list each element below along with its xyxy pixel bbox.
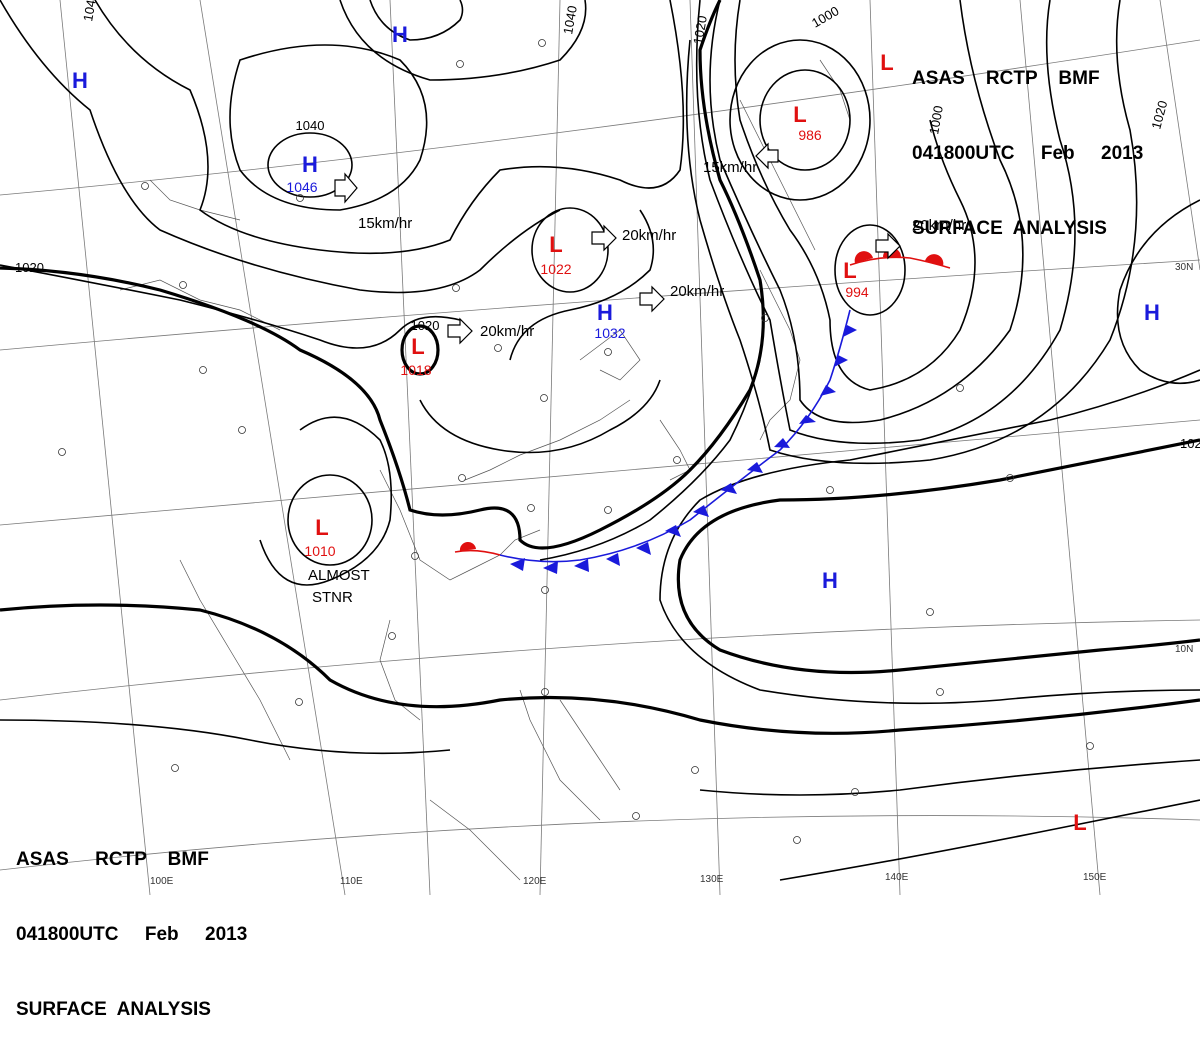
- almost-label: ALMOST: [308, 567, 370, 584]
- motion-label: 20km/hr: [670, 283, 724, 300]
- motion-arrows: [335, 144, 900, 343]
- motion-arrow-5: [756, 144, 778, 168]
- lat-label: 30N: [1175, 262, 1193, 273]
- lon-label: 110E: [340, 876, 363, 887]
- motion-arrow-4: [448, 319, 472, 343]
- lat-label: 10N: [1175, 644, 1193, 655]
- isobar-central: [420, 380, 660, 453]
- lon-label: 150E: [1083, 872, 1107, 883]
- low-center: L: [315, 515, 328, 540]
- low-center-value: 1010: [304, 543, 335, 559]
- high-center-value: 1046: [286, 179, 317, 195]
- motion-label: 20km/hr: [622, 227, 676, 244]
- isobar-1020-pacific: [678, 440, 1200, 673]
- low-center: L: [411, 334, 424, 359]
- almost-stationary-note: ALMOST STNR: [308, 567, 370, 606]
- map-header-bottom-left: ASAS RCTP BMF 041800UTC Feb 2013 SURFACE…: [16, 797, 247, 1047]
- isobar-1020-bold: [0, 0, 763, 548]
- isobar-label: 1040: [80, 0, 100, 23]
- header-line-2: 041800UTC Feb 2013: [912, 141, 1143, 166]
- header-line-3: SURFACE ANALYSIS: [912, 216, 1143, 241]
- header-line-1: ASAS RCTP BMF: [912, 66, 1143, 91]
- cold-front: [500, 310, 857, 574]
- high-center: H: [1144, 300, 1160, 325]
- map-header-top-right: ASAS RCTP BMF 041800UTC Feb 2013 SURFACE…: [912, 16, 1143, 266]
- isobar-h1046-mid: [230, 45, 427, 210]
- isobar-around-l1010: [260, 417, 391, 585]
- motion-label: 15km/hr: [358, 215, 412, 232]
- isobar-label: 1020: [1148, 99, 1170, 131]
- motion-label: 20km/hr: [480, 323, 534, 340]
- low-center-value: 1022: [540, 261, 571, 277]
- isobar-1020-west: [0, 265, 460, 348]
- axis-labels: 100E 110E 120E 130E 140E 150E 30N 10N: [150, 262, 1193, 887]
- isobar-label: 1020: [690, 14, 710, 45]
- stnr-label: STNR: [312, 589, 353, 606]
- isobar-north-high: [370, 0, 463, 40]
- motion-arrow-3: [640, 287, 664, 311]
- high-center: H: [597, 300, 613, 325]
- low-center: L: [880, 50, 893, 75]
- lon-label: 130E: [700, 874, 724, 885]
- low-center-value: 994: [845, 284, 869, 300]
- high-center: H: [822, 568, 838, 593]
- high-center: H: [392, 22, 408, 47]
- isobar-l1022: [532, 208, 608, 292]
- isobar-south-3: [700, 760, 1200, 795]
- header-line-3: SURFACE ANALYSIS: [16, 997, 247, 1022]
- low-center: L: [1073, 810, 1086, 835]
- isobar-label: 1040: [560, 4, 580, 35]
- high-center: H: [302, 152, 318, 177]
- isobar-label: 1040: [296, 118, 325, 133]
- motion-arrow-1: [335, 174, 357, 202]
- isobar-broad: [0, 0, 560, 293]
- low-center: L: [843, 258, 856, 283]
- warm-front-west: [455, 542, 500, 555]
- low-center: L: [549, 232, 562, 257]
- header-line-2: 041800UTC Feb 2013: [16, 922, 247, 947]
- high-center-value: 1032: [594, 325, 625, 341]
- lon-label: 120E: [523, 876, 547, 887]
- low-center-value: 1018: [400, 362, 431, 378]
- header-line-1: ASAS RCTP BMF: [16, 847, 247, 872]
- isobar-label: 1020: [15, 260, 44, 275]
- isobar-label: 1020: [1180, 436, 1200, 451]
- motion-label: 15km/hr: [703, 159, 757, 176]
- low-center: L: [793, 102, 806, 127]
- isobar-parallel-1: [540, 360, 760, 560]
- isobar-pacific-outer: [660, 370, 1200, 703]
- isobar-label: 1020: [411, 318, 440, 333]
- isobar-south-4: [780, 800, 1200, 880]
- high-center: H: [72, 68, 88, 93]
- isobar-label: 1000: [809, 3, 842, 30]
- lon-label: 140E: [885, 872, 909, 883]
- low-center-value: 986: [798, 127, 822, 143]
- isobar-south-2: [0, 720, 450, 753]
- motion-arrow-2: [592, 226, 616, 250]
